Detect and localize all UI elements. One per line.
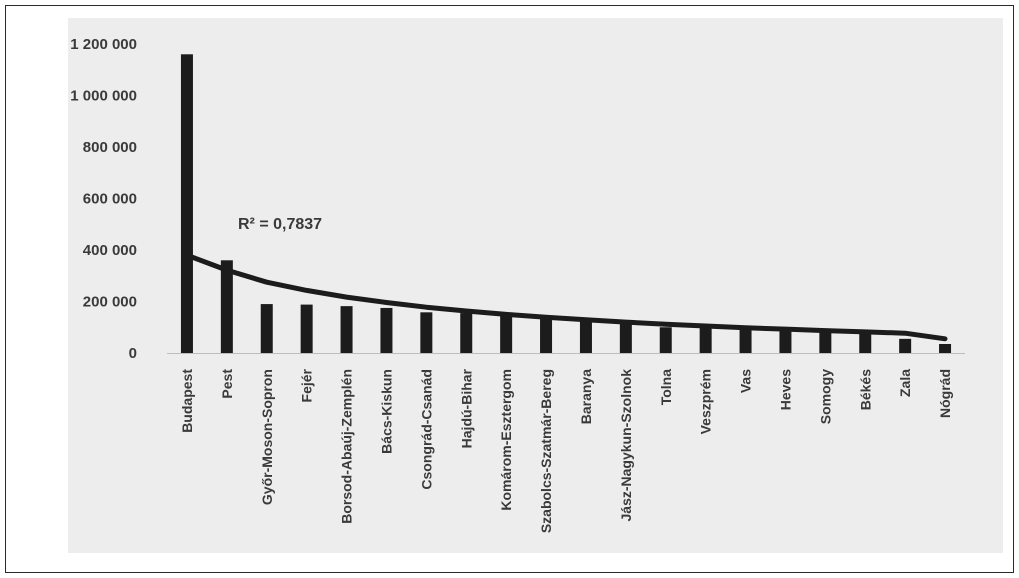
r-squared-annotation: R² = 0,7837 [238,216,322,233]
x-tick-label: Csongrád-Csanád [418,369,434,490]
x-tick-label: Tolna [658,369,674,406]
x-tick-label: Komárom-Esztergom [498,369,514,511]
x-tick-label: Budapest [179,369,195,433]
y-tick-label: 800 000 [83,139,137,156]
bar [380,307,393,353]
x-tick-label: Somogy [817,369,833,424]
bar [819,331,832,353]
bars [180,54,952,354]
bar [420,312,433,353]
bar [460,313,473,353]
bar [859,332,872,353]
x-tick-label: Pest [219,369,235,399]
x-tick-label: Jász-Nagykun-Szolnok [618,369,634,522]
x-tick-label: Vas [738,369,754,393]
x-tick-label: Veszprém [698,369,714,434]
bar [699,328,712,353]
y-tick-label: 1 200 000 [70,36,137,53]
x-tick-label: Nógrád [937,369,953,418]
y-tick-label: 0 [129,345,137,362]
bar [659,327,672,353]
x-tick-label: Győr-Moson-Sopron [259,369,275,505]
bar [619,323,632,353]
y-tick-label: 600 000 [83,191,137,208]
x-tick-label: Heves [777,369,793,410]
x-tick-label: Szabolcs-Szatmár-Bereg [538,369,554,533]
bar [220,260,233,353]
bar [899,338,912,353]
bar [779,330,792,353]
bar [180,54,193,354]
bar [739,329,752,353]
x-tick-label: Baranya [578,369,594,424]
x-tick-label: Zala [897,369,913,397]
trendline [184,252,948,342]
bar [260,304,273,353]
x-tick-label: Fejér [299,368,315,402]
x-tick-label: Békés [857,369,873,410]
y-axis: 0 200 000 400 000 600 000 800 000 1 000 000 1 … [70,36,137,362]
x-tick-label: Bács-Kiskun [378,369,394,454]
x-tick-label: Hajdú-Bihar [458,368,474,448]
bar [579,319,592,353]
x-axis-labels: Budapest Pest Győr-Moson-Sopron Fejér Borsod… [179,368,953,533]
y-tick-label: 200 000 [83,294,137,311]
bar [540,316,553,353]
bar [939,343,952,353]
y-tick-label: 400 000 [83,242,137,259]
y-tick-label: 1 000 000 [70,88,137,105]
bar [300,304,313,353]
x-tick-label: Borsod-Abaúj-Zemplén [339,369,355,524]
bar [340,306,353,353]
bar [500,314,513,353]
